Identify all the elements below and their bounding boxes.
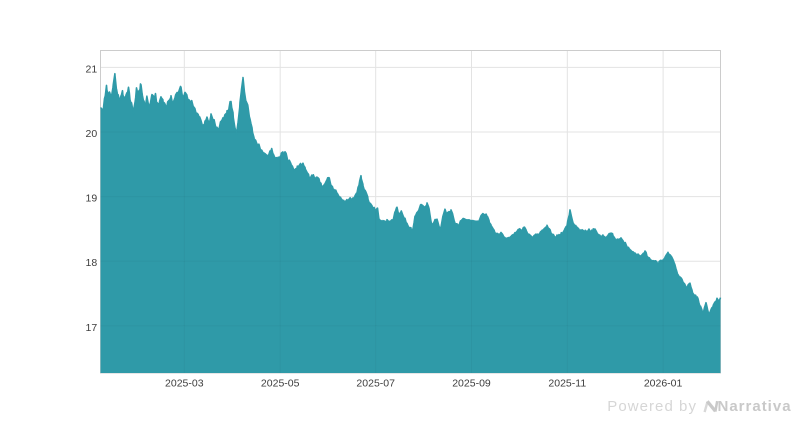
svg-text:18: 18 [86,257,98,269]
svg-text:21: 21 [86,63,98,75]
svg-text:2025-03: 2025-03 [165,377,204,389]
svg-text:2025-05: 2025-05 [261,377,300,389]
svg-text:19: 19 [86,193,98,205]
svg-text:2025-07: 2025-07 [356,377,395,389]
svg-text:Powered by: Powered by [607,398,697,415]
svg-text:Narrativa: Narrativa [718,398,792,415]
svg-text:2025-11: 2025-11 [548,377,586,389]
svg-text:2025-09: 2025-09 [452,377,491,389]
svg-text:20: 20 [86,128,98,140]
svg-text:17: 17 [86,322,98,334]
svg-text:2026-01: 2026-01 [644,377,683,389]
